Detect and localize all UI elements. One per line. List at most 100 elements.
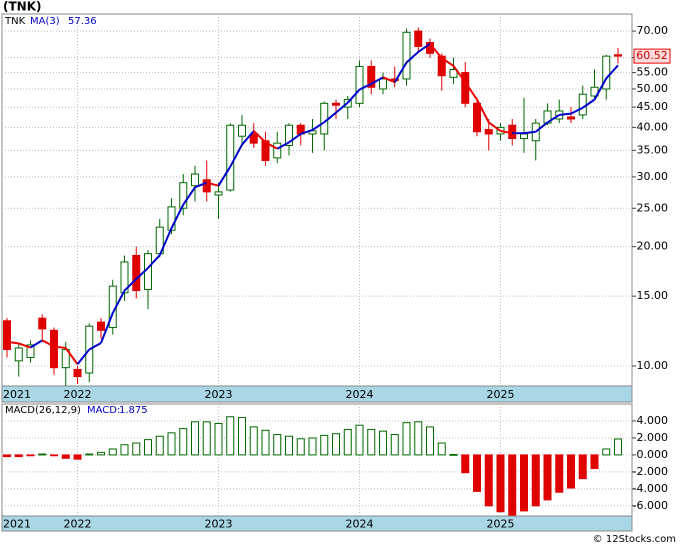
ma-line xyxy=(605,64,619,80)
y-tick-label: 0.000 xyxy=(637,448,669,461)
macd-bar xyxy=(85,453,94,456)
macd-bar xyxy=(50,454,58,457)
ma-line xyxy=(405,51,419,64)
macd-bar xyxy=(379,430,387,456)
ma-line xyxy=(335,101,349,114)
ma-line xyxy=(88,342,102,351)
ma-line xyxy=(241,130,255,146)
ma-line xyxy=(535,121,549,133)
ma-line xyxy=(488,121,502,132)
ma-line xyxy=(288,133,302,144)
candle-body xyxy=(614,54,622,57)
macd-bar xyxy=(520,454,528,512)
x-tick-label: 2023 xyxy=(205,518,233,531)
y-tick-label: -2.000 xyxy=(633,465,668,478)
ma-line xyxy=(123,278,137,292)
ma-line xyxy=(100,312,114,344)
y-tick-label: 4.000 xyxy=(637,414,669,427)
legend-macd-name: MACD(26,12,9) xyxy=(5,405,81,416)
ma-line xyxy=(182,186,196,206)
candle-body xyxy=(120,261,129,294)
macd-bar xyxy=(473,454,481,492)
y-tick-label: 35.00 xyxy=(637,143,669,156)
ma-line xyxy=(135,267,149,280)
legend-macd-label: MACD: xyxy=(87,405,120,416)
candle-body xyxy=(202,179,211,193)
candle-body xyxy=(191,173,199,187)
candle-body xyxy=(226,124,235,191)
ma-line xyxy=(593,77,608,101)
macd-bar xyxy=(496,454,505,513)
macd-bar xyxy=(437,442,446,456)
macd-bar xyxy=(332,433,340,456)
macd-bar xyxy=(567,454,575,489)
ma-line xyxy=(429,43,443,59)
plot-area xyxy=(1,13,633,387)
chart-title: (TNK) xyxy=(3,0,42,14)
macd-bar xyxy=(73,454,82,460)
ma-line xyxy=(323,111,337,123)
ma-line xyxy=(300,129,313,135)
candle-body xyxy=(132,254,141,292)
macd-bar xyxy=(179,428,188,456)
x-axis-band xyxy=(1,515,633,532)
x-tick-label: 2021 xyxy=(3,518,31,531)
ma-line xyxy=(265,141,278,150)
candle-body xyxy=(38,317,47,330)
candle-body xyxy=(261,140,270,161)
ma-line xyxy=(452,65,467,83)
y-tick-label: 25.00 xyxy=(637,201,669,214)
macd-bar xyxy=(273,434,282,456)
candle-body xyxy=(273,142,282,159)
macd-bar xyxy=(449,453,458,456)
x-tick-label: 2024 xyxy=(346,388,374,401)
candle-body xyxy=(214,191,223,196)
candle-body xyxy=(367,65,376,88)
candle-body xyxy=(97,321,105,331)
ma-line xyxy=(382,76,396,84)
macd-bar xyxy=(238,417,246,456)
footer: © 12Stocks.com xyxy=(593,534,676,545)
x-tick-label: 2022 xyxy=(64,518,92,531)
candle-body xyxy=(285,124,293,147)
x-tick-label: 2021 xyxy=(3,388,31,401)
macd-bar xyxy=(261,429,270,456)
ma-line xyxy=(206,181,219,187)
ma-line xyxy=(417,43,431,53)
macd-bar xyxy=(191,421,199,456)
legend-symbol: TNK xyxy=(4,16,26,27)
y-tick-label: 30.00 xyxy=(637,170,669,183)
legend-ma-name: MA(3) xyxy=(30,16,60,27)
ma-line xyxy=(347,88,361,104)
legend-ma-value: 57.36 xyxy=(68,16,97,27)
macd-bar xyxy=(132,442,141,456)
legend-macd-value: 1.875 xyxy=(119,405,148,416)
macd-bar xyxy=(578,454,587,480)
candle-body xyxy=(567,116,575,120)
candle-body xyxy=(179,182,188,209)
candle-body xyxy=(26,344,35,359)
macd-bar xyxy=(61,454,70,459)
macd-bar xyxy=(214,423,223,456)
macd-bar xyxy=(343,428,352,456)
macd-bar xyxy=(543,454,552,501)
ma-line xyxy=(359,82,372,91)
candle-body xyxy=(379,78,387,90)
ma-line xyxy=(370,76,384,85)
x-tick-label: 2025 xyxy=(487,388,515,401)
macd-bar xyxy=(26,454,35,457)
ma-line xyxy=(6,340,19,345)
macd-bar xyxy=(390,434,399,456)
macd-bar xyxy=(555,454,564,493)
candle-body xyxy=(449,68,458,78)
macd-bar xyxy=(590,454,599,469)
macd-bar xyxy=(120,444,129,456)
y-tick-label: 20.00 xyxy=(637,240,669,253)
y-tick-label: 55.00 xyxy=(637,66,669,79)
x-axis-band xyxy=(1,385,633,403)
ma-line xyxy=(523,130,536,135)
y-tick-label: -4.000 xyxy=(633,482,668,495)
x-tick-label: 2023 xyxy=(205,388,233,401)
ma-line xyxy=(170,204,185,229)
